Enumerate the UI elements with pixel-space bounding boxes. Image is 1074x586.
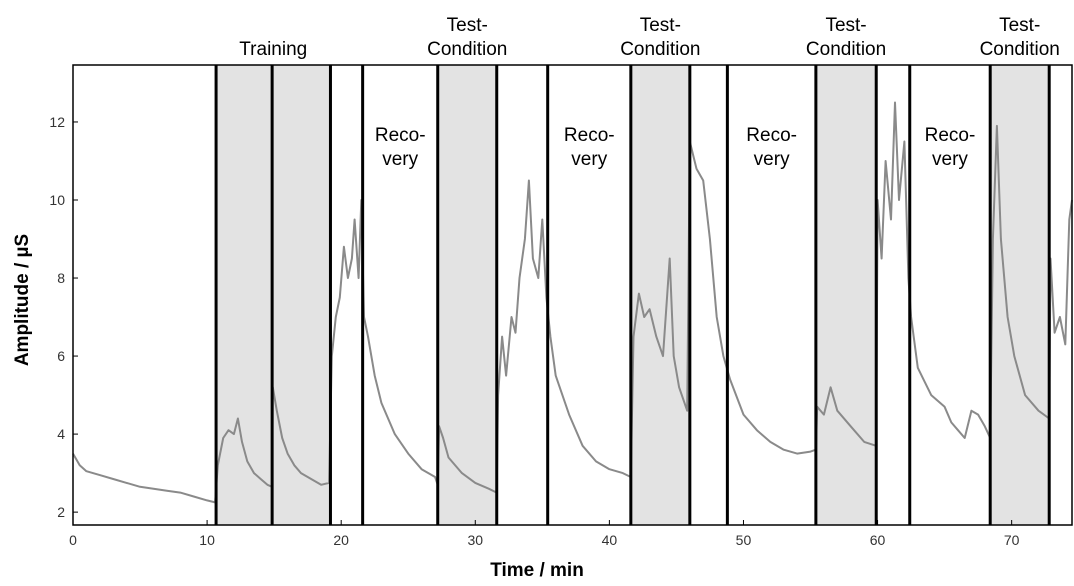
x-axis-title: Time / min bbox=[490, 560, 584, 581]
x-tick-label: 70 bbox=[1004, 532, 1020, 548]
x-tick-label: 0 bbox=[69, 532, 77, 548]
y-axis-title: Amplitude / µS bbox=[12, 234, 33, 366]
y-tick-label: 4 bbox=[57, 426, 65, 442]
top-label: Test-Condition bbox=[980, 15, 1060, 60]
x-tick-label: 50 bbox=[736, 532, 752, 548]
x-tick-label: 60 bbox=[870, 532, 886, 548]
top-label: Test-Condition bbox=[806, 15, 886, 60]
top-label: Test-Condition bbox=[620, 15, 700, 60]
shaded-region bbox=[216, 65, 273, 525]
recovery-label: Reco-very bbox=[564, 125, 615, 170]
plot-frame bbox=[72, 64, 1073, 526]
y-tick-label: 10 bbox=[49, 192, 65, 208]
y-tick-label: 8 bbox=[57, 270, 65, 286]
top-label: Test-Condition bbox=[427, 15, 507, 60]
shaded-region bbox=[437, 65, 497, 525]
x-tick-label: 30 bbox=[467, 532, 483, 548]
x-tick-label: 40 bbox=[602, 532, 618, 548]
y-tick-label: 6 bbox=[57, 348, 65, 364]
shaded-region bbox=[990, 65, 1050, 525]
recovery-label: Reco-very bbox=[746, 125, 797, 170]
recovery-label: Reco-very bbox=[925, 125, 976, 170]
shaded-region bbox=[630, 65, 690, 525]
x-tick-label: 10 bbox=[199, 532, 215, 548]
y-tick-label: 12 bbox=[49, 114, 65, 130]
x-tick-label: 20 bbox=[333, 532, 349, 548]
shaded-region bbox=[815, 65, 877, 525]
y-tick-label: 2 bbox=[57, 504, 65, 520]
recovery-label: Reco-very bbox=[375, 125, 426, 170]
shaded-region bbox=[272, 65, 331, 525]
top-label: Training bbox=[239, 39, 307, 60]
